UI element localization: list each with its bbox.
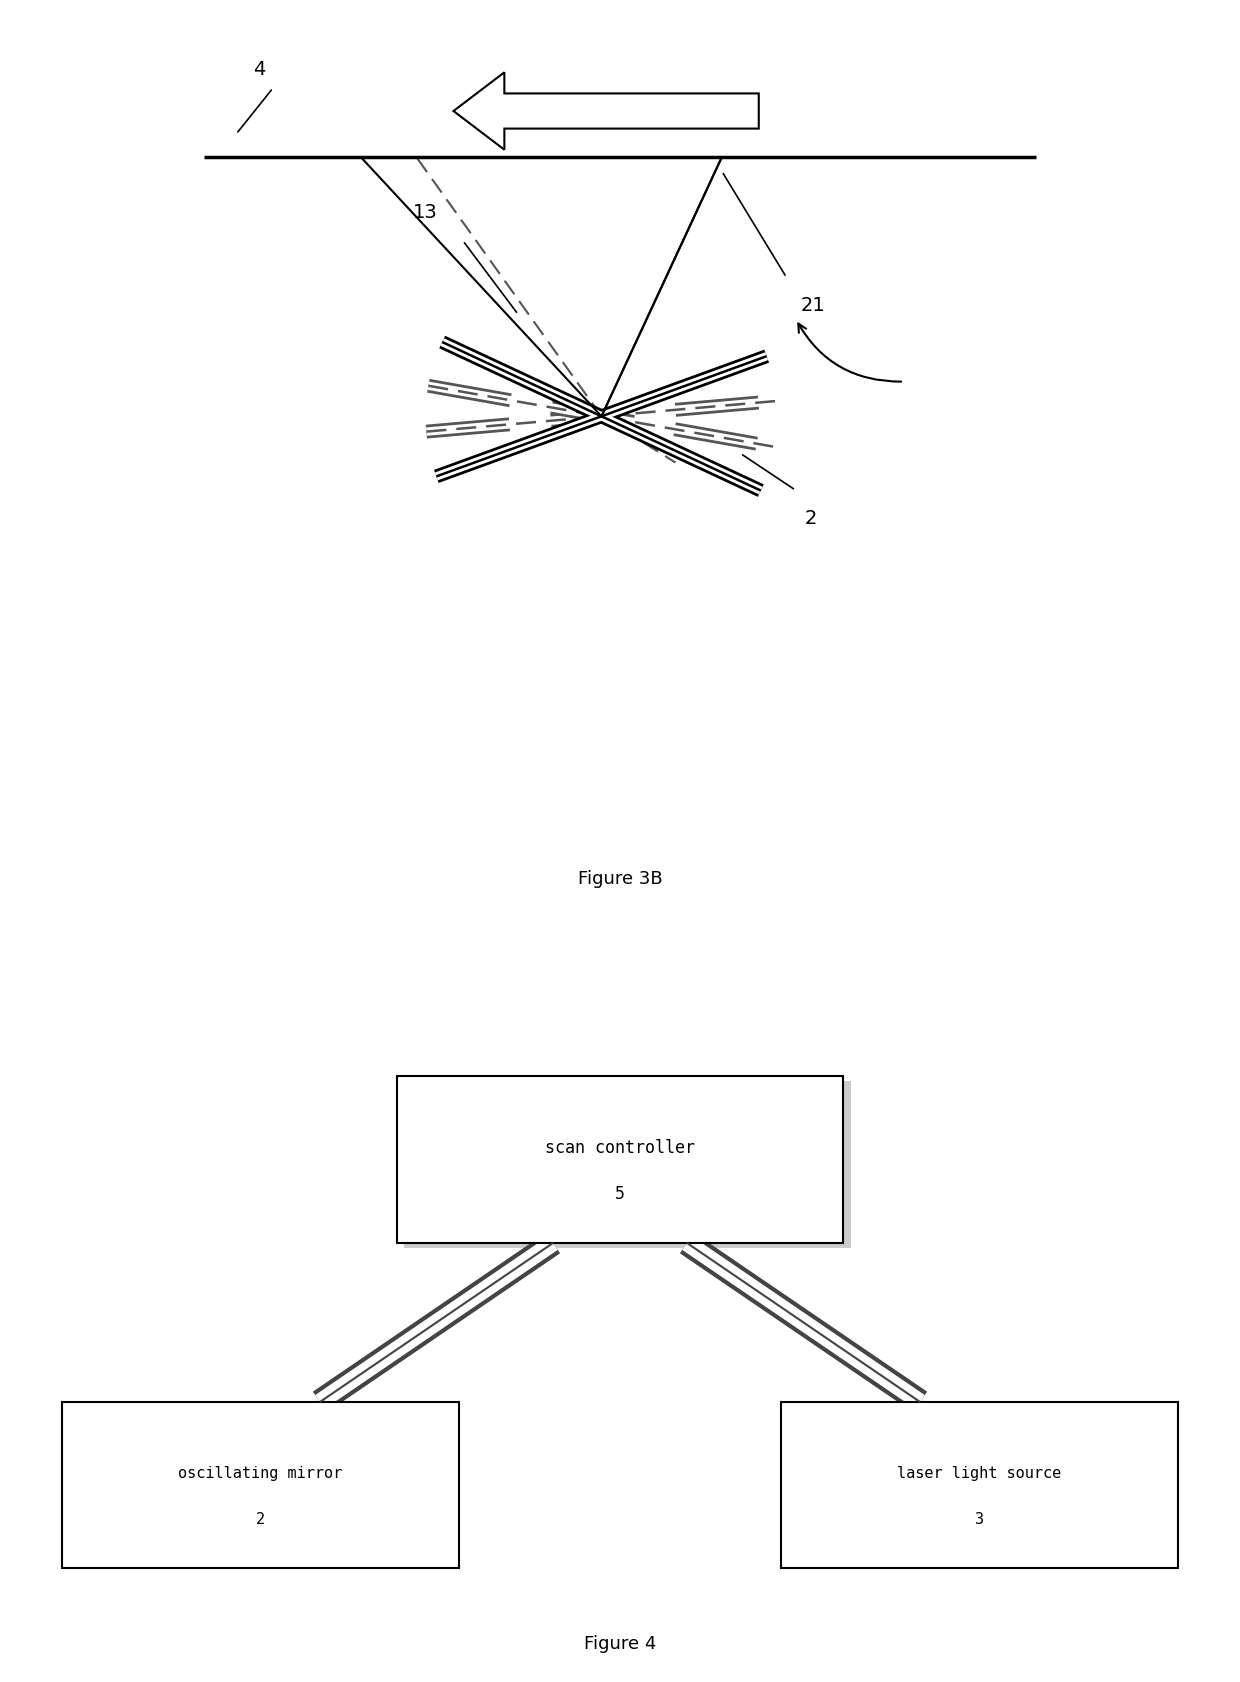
Text: laser light source: laser light source — [898, 1467, 1061, 1482]
Text: 2: 2 — [805, 510, 817, 528]
Text: 5: 5 — [615, 1184, 625, 1203]
Text: 4: 4 — [253, 59, 265, 79]
FancyBboxPatch shape — [397, 1076, 843, 1243]
FancyBboxPatch shape — [404, 1082, 851, 1248]
Text: 13: 13 — [413, 204, 438, 222]
Text: 21: 21 — [800, 296, 825, 315]
Text: scan controller: scan controller — [546, 1139, 694, 1157]
FancyArrow shape — [454, 72, 759, 150]
Text: 3: 3 — [975, 1512, 985, 1527]
FancyBboxPatch shape — [62, 1403, 459, 1568]
Text: Figure 4: Figure 4 — [584, 1635, 656, 1653]
Text: Figure 3B: Figure 3B — [578, 870, 662, 888]
Text: 2: 2 — [255, 1512, 265, 1527]
Text: oscillating mirror: oscillating mirror — [179, 1467, 342, 1482]
FancyBboxPatch shape — [781, 1403, 1178, 1568]
